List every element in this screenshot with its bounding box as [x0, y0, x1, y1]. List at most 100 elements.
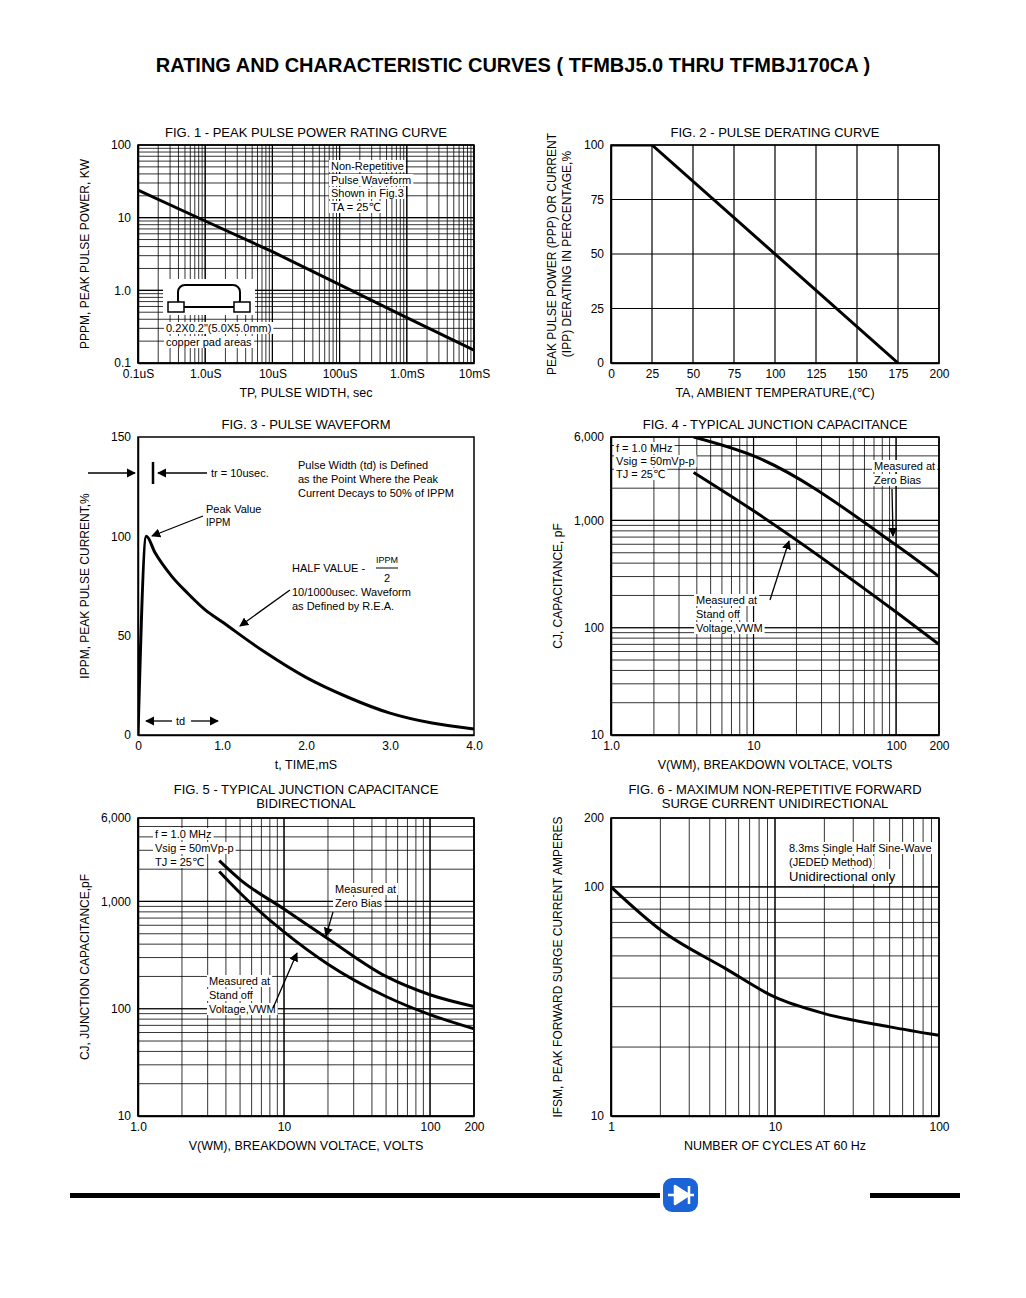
minor-grid-line	[438, 145, 439, 363]
annotation-background	[329, 187, 406, 199]
x-tick-label: 50	[687, 367, 701, 381]
grid	[611, 437, 939, 735]
minor-grid-line	[138, 1064, 474, 1065]
minor-grid-line	[611, 488, 939, 489]
annotation: Measured at	[696, 594, 757, 606]
chart-title: FIG. 3 - PULSE WAVEFORM	[221, 417, 390, 432]
y-tick: 100	[111, 530, 138, 544]
x-axis-line	[612, 1116, 940, 1118]
pad-body	[178, 285, 240, 307]
minor-grid-line	[423, 818, 424, 1116]
minor-grid-line	[386, 818, 387, 1116]
x-tick-label: 200	[929, 739, 949, 753]
minor-grid-line	[689, 818, 690, 1116]
annotation-background	[290, 586, 413, 598]
y-axis-line	[138, 819, 140, 1117]
plot-background	[611, 145, 939, 363]
grid-line	[611, 308, 939, 309]
grid-line	[774, 818, 775, 1116]
x-tick: 100uS	[323, 363, 358, 381]
y-axis-title: (IPP) DERATING IN PERCENTAGE,%	[560, 151, 574, 358]
minor-grid-line	[407, 818, 408, 1116]
x-tick-label: 100uS	[323, 367, 358, 381]
x-tick-label: 100	[765, 367, 785, 381]
x-axis-title: TP, PULSE WIDTH, sec	[239, 386, 372, 400]
arrow	[326, 912, 333, 936]
annotation: Stand off	[209, 989, 254, 1001]
annotation-background	[333, 883, 398, 895]
x-tick-label: 2.0	[298, 739, 315, 753]
minor-grid-line	[696, 437, 697, 735]
minor-grid-line	[225, 818, 226, 1116]
minor-grid-line	[138, 217, 474, 218]
y-axis: 0.11.010100	[111, 138, 139, 370]
x-axis-title: NUMBER OF CYCLES AT 60 Hz	[684, 1139, 866, 1153]
annotation-background	[174, 715, 187, 727]
grid-line	[611, 520, 939, 521]
x-axis-title: V(WM), BREAKDOWN VOLTACE, VOLTS	[658, 758, 893, 772]
plot-background	[138, 437, 474, 735]
annotation: Measured at	[209, 975, 270, 987]
annotation-background	[329, 201, 383, 213]
annotation-background	[153, 856, 206, 868]
annotation: Zero Bias	[335, 897, 383, 909]
x-tick-label: 1.0	[603, 739, 620, 753]
minor-grid-line	[767, 818, 768, 1116]
minor-grid-line	[138, 933, 474, 934]
minor-grid-line	[138, 957, 474, 958]
x-tick: 100	[887, 735, 907, 753]
minor-grid-line	[611, 702, 939, 703]
annotation: (JEDED Method)	[789, 856, 872, 868]
x-tick: 150	[847, 363, 867, 381]
x-tick-label: 0	[135, 739, 142, 753]
minor-grid-line	[611, 627, 939, 628]
x-tick: 25	[646, 363, 660, 381]
grid-line	[611, 199, 939, 200]
x-axis-line	[139, 735, 475, 737]
minor-grid-line	[611, 576, 939, 577]
minor-grid-line	[611, 530, 939, 531]
x-tick-label: 175	[888, 367, 908, 381]
y-tick: 6,000	[101, 811, 138, 825]
y-axis: 0255075100	[584, 138, 612, 370]
annotation: Stand off	[696, 608, 741, 620]
minor-grid-line	[709, 818, 710, 1116]
annotation-background	[694, 608, 743, 620]
minor-grid-line	[284, 818, 285, 1116]
x-axis: 110100	[608, 1116, 950, 1134]
footer-rule	[870, 1193, 960, 1198]
footer	[70, 1178, 960, 1212]
y-tick: 0.1	[114, 356, 138, 370]
plot-frame	[611, 818, 939, 1116]
annotation-background	[153, 828, 214, 840]
arrow	[240, 590, 290, 626]
y-tick: 1,000	[101, 895, 138, 909]
minor-grid-line	[269, 818, 270, 1116]
annotation-background	[296, 487, 456, 499]
x-tick-label: 1.0	[214, 739, 231, 753]
y-tick-label: 0	[597, 356, 604, 370]
y-tick-label: 10	[118, 1109, 132, 1123]
minor-grid-line	[611, 886, 939, 887]
plot-frame	[611, 145, 939, 363]
y-tick: 100	[111, 1002, 138, 1016]
annotation: Peak Value	[206, 503, 261, 515]
y-axis-line	[611, 819, 613, 1117]
y-tick: 50	[591, 247, 611, 261]
grid-line	[138, 901, 474, 902]
annotations: 8.3ms Single Half Sine-Wave(JEDED Method…	[787, 842, 934, 884]
x-tick-label: 100	[421, 1120, 441, 1134]
annotation: Measured at	[874, 460, 935, 472]
annotation: TJ = 25℃	[616, 468, 665, 480]
annotation-background	[872, 460, 937, 472]
annotation-background	[694, 622, 765, 634]
plot-frame	[138, 818, 474, 1116]
x-axis: 1.010100200	[130, 1116, 485, 1134]
annotation-background	[153, 842, 236, 854]
x-tick-label: 125	[806, 367, 826, 381]
footer-rule	[70, 1193, 660, 1198]
annotation: TA = 25℃	[331, 201, 381, 213]
logo-symbol	[668, 1186, 694, 1204]
minor-grid-line	[731, 437, 732, 735]
x-tick: 0	[608, 363, 615, 381]
